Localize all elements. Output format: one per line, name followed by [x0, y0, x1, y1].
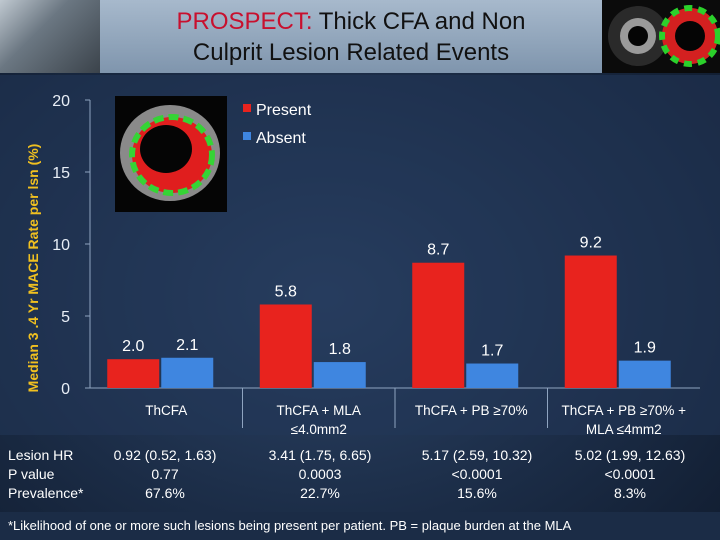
- bar-chart: 0 5 10 15 20 Median 3 .4 Yr MACE Rate per ls…: [0, 75, 720, 435]
- bars: 2.0 2.1 5.8 1.8 8.7 1.7 9.2 1.9: [107, 235, 671, 428]
- category-label: ThCFA: [145, 403, 187, 418]
- x-axis-categories: ThCFA ThCFA + MLA ≤4.0mm2 ThCFA + PB ≥70% Th…: [145, 403, 686, 435]
- stats-cell: 8.3%: [614, 485, 646, 501]
- data-label: 9.2: [580, 235, 602, 252]
- data-label: 2.0: [122, 338, 144, 355]
- title-line-1-rest: Thick CFA and Non: [312, 7, 526, 35]
- stats-row-label: P value: [8, 466, 55, 482]
- title-accent: PROSPECT:: [176, 7, 313, 35]
- y-tick-label: 0: [61, 381, 70, 398]
- footnote: *Likelihood of one or more such lesions …: [0, 512, 720, 540]
- data-label: 1.7: [481, 343, 503, 360]
- bar-present: [107, 359, 160, 388]
- category-label: ≤4.0mm2: [291, 422, 347, 435]
- y-tick-label: 15: [52, 165, 70, 182]
- stats-cell: <0.0001: [451, 466, 503, 482]
- stats-row-label: Lesion HR: [8, 447, 74, 463]
- inset-fibrous: [129, 114, 215, 196]
- data-label: 5.8: [275, 283, 297, 300]
- data-label: 1.9: [634, 340, 656, 357]
- legend-label-present: Present: [256, 102, 312, 119]
- stats-cell: 0.0003: [298, 466, 342, 482]
- inset-lumen: [140, 125, 192, 173]
- category-label: ThCFA + PB ≥70%: [415, 403, 528, 418]
- legend-swatch-present: [243, 104, 251, 112]
- bar-present: [564, 255, 617, 388]
- stats-cell: <0.0001: [604, 466, 656, 482]
- angiogram-thumbnail: [0, 0, 100, 73]
- title-box: PROSPECT: Thick CFA and Non Culprit Lesi…: [100, 0, 602, 73]
- inset-vh-image: [115, 96, 227, 212]
- stats-cell: 15.6%: [457, 485, 497, 501]
- stats-cell: 5.02 (1.99, 12.63): [574, 447, 686, 463]
- stats-cell: 3.41 (1.75, 6.65): [268, 447, 372, 463]
- stats-cell: 67.6%: [145, 485, 185, 501]
- title-line-2: Culprit Lesion Related Events: [192, 38, 510, 66]
- stats-cell: 22.7%: [300, 485, 340, 501]
- ivus-greyscale-lumen: [628, 26, 648, 46]
- bar-absent: [618, 360, 671, 388]
- category-label: ThCFA + MLA: [277, 403, 361, 418]
- legend-label-absent: Absent: [256, 130, 306, 147]
- y-tick-label: 10: [52, 237, 70, 254]
- stats-cell: 0.92 (0.52, 1.63): [113, 447, 217, 463]
- ivus-thumbnail: [602, 0, 720, 73]
- category-label: ThCFA + PB ≥70% +: [562, 403, 687, 418]
- data-label: 8.7: [427, 242, 449, 259]
- y-tick-label: 20: [52, 93, 70, 110]
- bar-present: [259, 304, 312, 388]
- data-label: 1.8: [329, 341, 351, 358]
- ivus-images: [608, 5, 720, 67]
- ivus-vh-fibrous: [659, 5, 720, 67]
- data-label: 2.1: [176, 337, 198, 354]
- legend: Present Absent: [243, 102, 312, 147]
- bar-absent: [161, 357, 214, 388]
- bar-present: [412, 262, 465, 388]
- category-label: MLA ≤4mm2: [586, 422, 662, 435]
- stats-cell: 5.17 (2.59, 10.32): [421, 447, 533, 463]
- bar-absent: [313, 362, 366, 388]
- legend-swatch-absent: [243, 132, 251, 140]
- bar-absent: [466, 363, 519, 388]
- title-line-1: PROSPECT: Thick CFA and Non: [176, 6, 525, 37]
- y-axis-title: Median 3 .4 Yr MACE Rate per lsn (%): [25, 144, 41, 393]
- statistics-table: Lesion HR 0.92 (0.52, 1.63) 3.41 (1.75, 6.…: [0, 447, 720, 507]
- stats-row-label: Prevalence*: [8, 485, 84, 501]
- ivus-vh-lumen: [675, 21, 705, 51]
- stats-cell: 0.77: [151, 466, 179, 482]
- y-tick-label: 5: [61, 309, 70, 326]
